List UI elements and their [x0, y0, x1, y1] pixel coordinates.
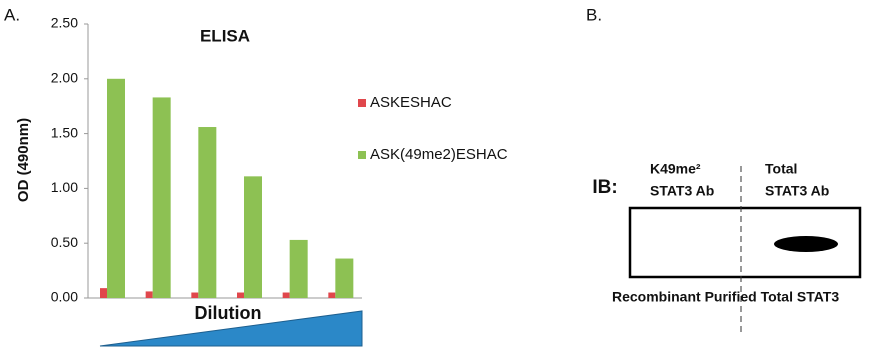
ib-label: IB:	[592, 177, 617, 198]
figure: A. B. ELISA OD (490nm) Dilution IB: K49m…	[0, 0, 873, 350]
legend-label: ASKESHAC	[370, 94, 452, 111]
legend-swatch	[358, 151, 366, 159]
lane-label: Total	[765, 161, 797, 177]
lane-label: STAT3 Ab	[650, 183, 714, 199]
bar	[283, 293, 290, 298]
bar	[244, 176, 262, 298]
y-tick-label: 0.50	[51, 234, 78, 250]
bar	[100, 288, 107, 298]
bar	[290, 240, 308, 298]
bar	[191, 293, 198, 298]
x-axis-label: Dilution	[195, 303, 262, 323]
y-tick-label: 1.50	[51, 124, 78, 140]
y-axis-label: OD (490nm)	[15, 118, 32, 202]
legend-label: ASK(49me2)ESHAC	[370, 146, 508, 163]
bar	[328, 293, 335, 298]
panel-label: A.	[4, 5, 20, 24]
bar	[153, 97, 171, 298]
bar	[198, 127, 216, 298]
y-tick-label: 2.00	[51, 70, 78, 86]
legend-swatch	[358, 99, 366, 107]
bar	[107, 79, 125, 298]
bar	[335, 259, 353, 298]
chart-title: ELISA	[200, 26, 250, 45]
blot-footer: Recombinant Purified Total STAT3	[612, 289, 839, 305]
y-tick-label: 0.00	[51, 289, 78, 305]
lane-label: STAT3 Ab	[765, 183, 829, 199]
blot-band	[774, 236, 838, 252]
bar	[146, 291, 153, 298]
y-tick-label: 1.00	[51, 179, 78, 195]
bar	[237, 293, 244, 298]
panel-label: B.	[586, 5, 602, 24]
lane-label: K49me²	[650, 161, 701, 177]
y-tick-label: 2.50	[51, 15, 78, 31]
